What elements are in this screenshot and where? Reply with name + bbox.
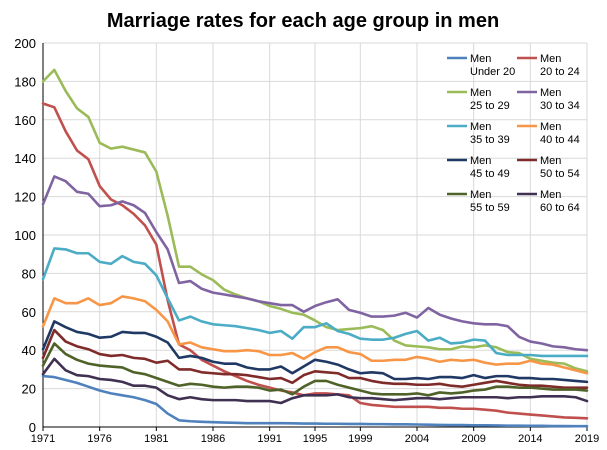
chart-title: Marriage rates for each age group in men: [107, 10, 499, 32]
y-tick-label: 20: [22, 382, 36, 397]
legend-label-line1: Men: [470, 189, 491, 201]
legend-label-line2: 30 to 34: [540, 100, 580, 112]
x-tick-label: 1976: [87, 433, 111, 445]
y-tick-label: 180: [14, 74, 36, 89]
legend-label-line1: Men: [540, 53, 561, 65]
legend-label-line1: Men: [470, 155, 491, 167]
series-line-men-40-to-44: [41, 295, 589, 375]
legend-label-line1: Men: [470, 121, 491, 133]
x-tick-label: 1981: [144, 433, 168, 445]
series-line-men-under-20: [41, 374, 589, 428]
y-tick-label: 100: [14, 228, 36, 243]
x-tick-label: 2019: [575, 433, 599, 445]
y-tick-label: 60: [22, 305, 36, 320]
legend-label-line2: 55 to 59: [470, 202, 510, 214]
legend-label-line2: Under 20: [470, 66, 515, 78]
legend-label-line2: 60 to 64: [540, 202, 580, 214]
x-tick-label: 2009: [461, 433, 485, 445]
x-tick-label: 1999: [348, 433, 372, 445]
series-line-men-25-to-29: [41, 68, 589, 373]
legend-label-line2: 20 to 24: [540, 66, 580, 78]
legend-label-line2: 35 to 39: [470, 134, 510, 146]
legend-label-line1: Men: [470, 87, 491, 99]
legend-label-line1: Men: [540, 87, 561, 99]
x-tick-label: 1995: [303, 433, 327, 445]
legend-label-line1: Men: [540, 121, 561, 133]
y-tick-label: 200: [14, 36, 36, 51]
y-tick-label: 40: [22, 343, 36, 358]
y-tick-label: 0: [29, 420, 36, 435]
series-line-men-50-to-54: [41, 328, 589, 389]
legend-label-line1: Men: [540, 155, 561, 167]
y-tick-label: 120: [14, 190, 36, 205]
series-line-men-60-to-64: [41, 357, 589, 405]
x-tick-label: 1991: [257, 433, 281, 445]
x-tick-label: 2014: [518, 433, 542, 445]
series-line-men-45-to-49: [41, 320, 589, 384]
legend-label-line2: 50 to 54: [540, 168, 580, 180]
legend-label-line2: 25 to 29: [470, 100, 510, 112]
series-line-men-55-to-59: [41, 342, 589, 397]
legend-label-line1: Men: [540, 189, 561, 201]
x-tick-label: 2004: [405, 433, 429, 445]
x-tick-label: 1971: [31, 433, 55, 445]
x-tick-label: 1986: [201, 433, 225, 445]
y-tick-label: 80: [22, 266, 36, 281]
series-lines: [41, 68, 589, 428]
legend-label-line1: Men: [470, 53, 491, 65]
y-tick-label: 160: [14, 113, 36, 128]
legend-label-line2: 40 to 44: [540, 134, 580, 146]
series-line-men-30-to-34: [41, 175, 589, 352]
y-tick-label: 140: [14, 151, 36, 166]
series-line-men-20-to-24: [41, 102, 589, 420]
series-line-men-35-to-39: [41, 247, 589, 358]
legend-label-line2: 45 to 49: [470, 168, 510, 180]
